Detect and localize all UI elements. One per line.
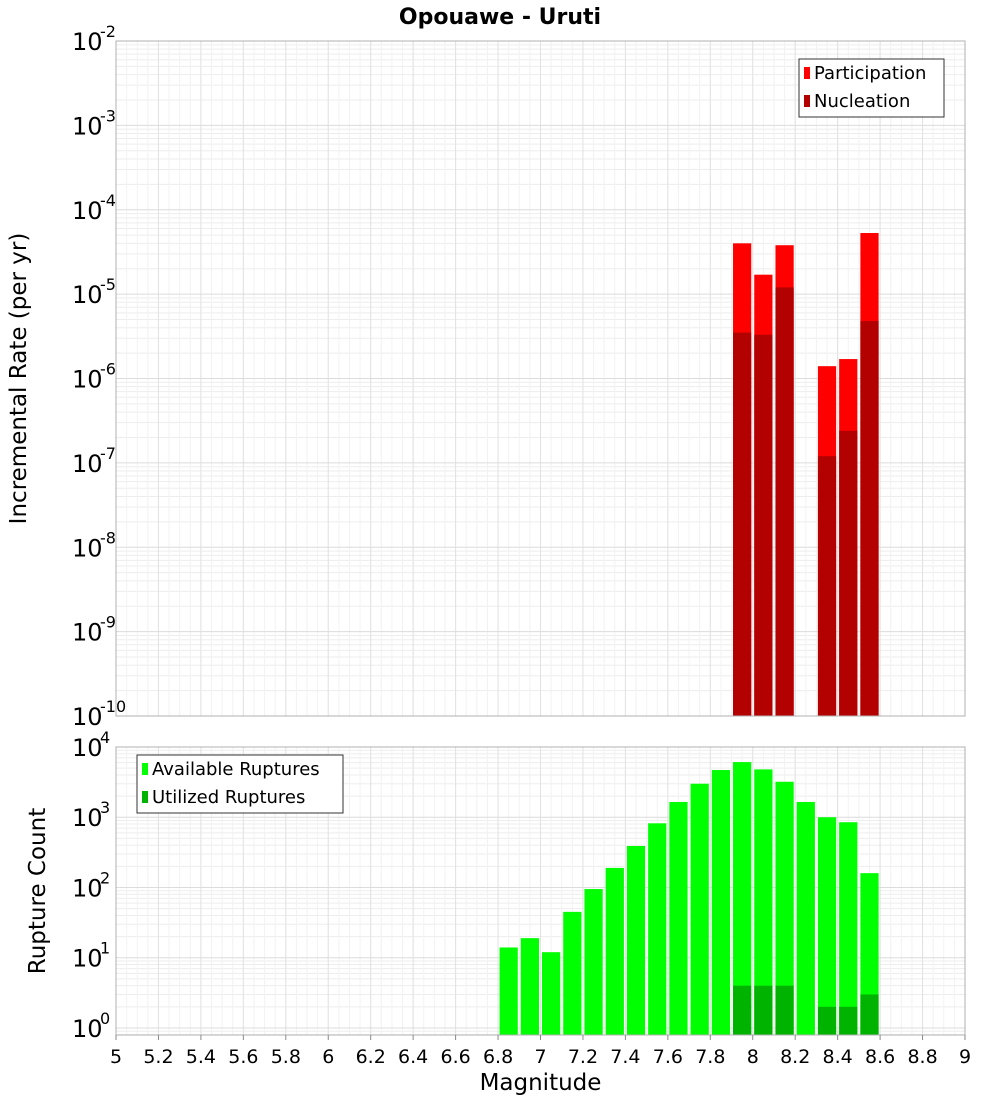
y-tick-exponent: 2 [100, 868, 110, 887]
y-tick-exponent: -6 [100, 360, 116, 379]
x-tick-label: 6 [322, 1046, 334, 1068]
bar-nucleation [817, 456, 837, 716]
x-tick-label: 6.8 [483, 1046, 513, 1068]
bar-available-ruptures [669, 801, 688, 1035]
legend-box-2 [136, 754, 344, 814]
bar-available-ruptures [542, 952, 561, 1035]
x-tick-label: 8.8 [907, 1046, 937, 1068]
x-axis-label: Magnitude [480, 1070, 602, 1096]
chart-title: Opouawe - Uruti [399, 5, 601, 30]
bar-available-ruptures [817, 817, 837, 1035]
bar-available-ruptures [711, 770, 731, 1035]
y-tick-exponent: -9 [100, 613, 116, 632]
legend-box-1 [798, 58, 945, 118]
y-tick-label: 10 [72, 450, 103, 478]
bar-nucleation [754, 334, 773, 716]
y-tick-exponent: -8 [100, 528, 116, 547]
bar-nucleation [839, 430, 858, 716]
bar-available-ruptures [584, 889, 603, 1035]
bar-available-ruptures [605, 867, 624, 1035]
bar-available-ruptures [775, 781, 794, 1035]
legend-swatch [804, 95, 810, 107]
bar-available-ruptures [563, 911, 582, 1035]
x-tick-label: 8.4 [823, 1046, 853, 1068]
bar-nucleation [775, 287, 794, 716]
y-tick-label: 10 [72, 534, 103, 562]
legend-swatch [142, 763, 148, 775]
x-tick-label: 8.6 [865, 1046, 895, 1068]
legend-swatch [142, 791, 148, 803]
y-tick-exponent: -4 [100, 191, 116, 210]
bar-available-ruptures [499, 947, 518, 1035]
bar-available-ruptures [839, 822, 858, 1035]
bar-available-ruptures [733, 762, 752, 1035]
bar-utilized-ruptures [839, 1006, 858, 1035]
y-tick-label: 10 [72, 945, 103, 973]
y-tick-exponent: -7 [100, 444, 116, 463]
legend-label: Participation [814, 63, 926, 84]
bar-available-ruptures [796, 801, 815, 1035]
y-tick-label: 10 [72, 197, 103, 225]
bar-available-ruptures [648, 823, 667, 1035]
bar-nucleation [733, 332, 752, 716]
x-tick-label: 5.4 [186, 1046, 216, 1068]
y-tick-label: 10 [72, 1015, 103, 1043]
y-tick-label: 10 [72, 366, 103, 394]
plot-frame-1 [115, 40, 966, 717]
x-tick-label: 7 [534, 1046, 546, 1068]
x-tick-label: 5.2 [143, 1046, 173, 1068]
y-axis-label-2: Rupture Count [25, 808, 51, 974]
bar-utilized-ruptures [733, 985, 752, 1035]
x-tick-label: 5 [110, 1046, 122, 1068]
y-tick-exponent: 1 [100, 939, 110, 958]
y-tick-label: 10 [72, 703, 103, 731]
y-tick-label: 10 [72, 112, 103, 140]
y-tick-label: 10 [72, 281, 103, 309]
y-tick-exponent: -3 [100, 106, 116, 125]
legend-label: Nucleation [814, 91, 910, 112]
y-tick-label: 10 [72, 874, 103, 902]
x-tick-label: 7.6 [653, 1046, 683, 1068]
y-tick-label: 10 [72, 734, 103, 762]
x-tick-label: 6.6 [440, 1046, 470, 1068]
y-tick-exponent: -5 [100, 275, 116, 294]
bar-nucleation [860, 321, 879, 716]
y-tick-label: 10 [72, 804, 103, 832]
x-tick-label: 9 [959, 1046, 971, 1068]
x-tick-label: 5.8 [271, 1046, 301, 1068]
legend-swatch [804, 67, 810, 79]
y-tick-exponent: 0 [100, 1009, 110, 1028]
x-tick-label: 5.6 [228, 1046, 258, 1068]
x-tick-label: 8.2 [780, 1046, 810, 1068]
x-tick-label: 6.4 [398, 1046, 428, 1068]
x-tick-label: 6.2 [356, 1046, 386, 1068]
bar-utilized-ruptures [775, 985, 794, 1035]
bar-utilized-ruptures [817, 1006, 837, 1035]
y-tick-label: 10 [72, 619, 103, 647]
x-tick-label: 8 [747, 1046, 759, 1068]
bar-available-ruptures [754, 769, 773, 1035]
bar-available-ruptures [690, 783, 709, 1035]
bar-available-ruptures [520, 938, 539, 1035]
bar-available-ruptures [626, 845, 646, 1035]
y-axis-label-1: Incremental Rate (per yr) [6, 233, 32, 525]
bar-utilized-ruptures [754, 985, 773, 1035]
x-tick-label: 7.2 [568, 1046, 598, 1068]
bar-utilized-ruptures [860, 994, 879, 1035]
x-tick-label: 7.4 [610, 1046, 640, 1068]
legend-label: Available Ruptures [152, 759, 320, 780]
x-tick-label: 7.8 [695, 1046, 725, 1068]
y-tick-exponent: 3 [100, 798, 110, 817]
y-tick-label: 10 [72, 28, 103, 56]
y-tick-exponent: 4 [100, 728, 110, 747]
legend-label: Utilized Ruptures [152, 787, 305, 808]
y-tick-exponent: -10 [100, 697, 126, 716]
y-tick-exponent: -2 [100, 22, 116, 41]
